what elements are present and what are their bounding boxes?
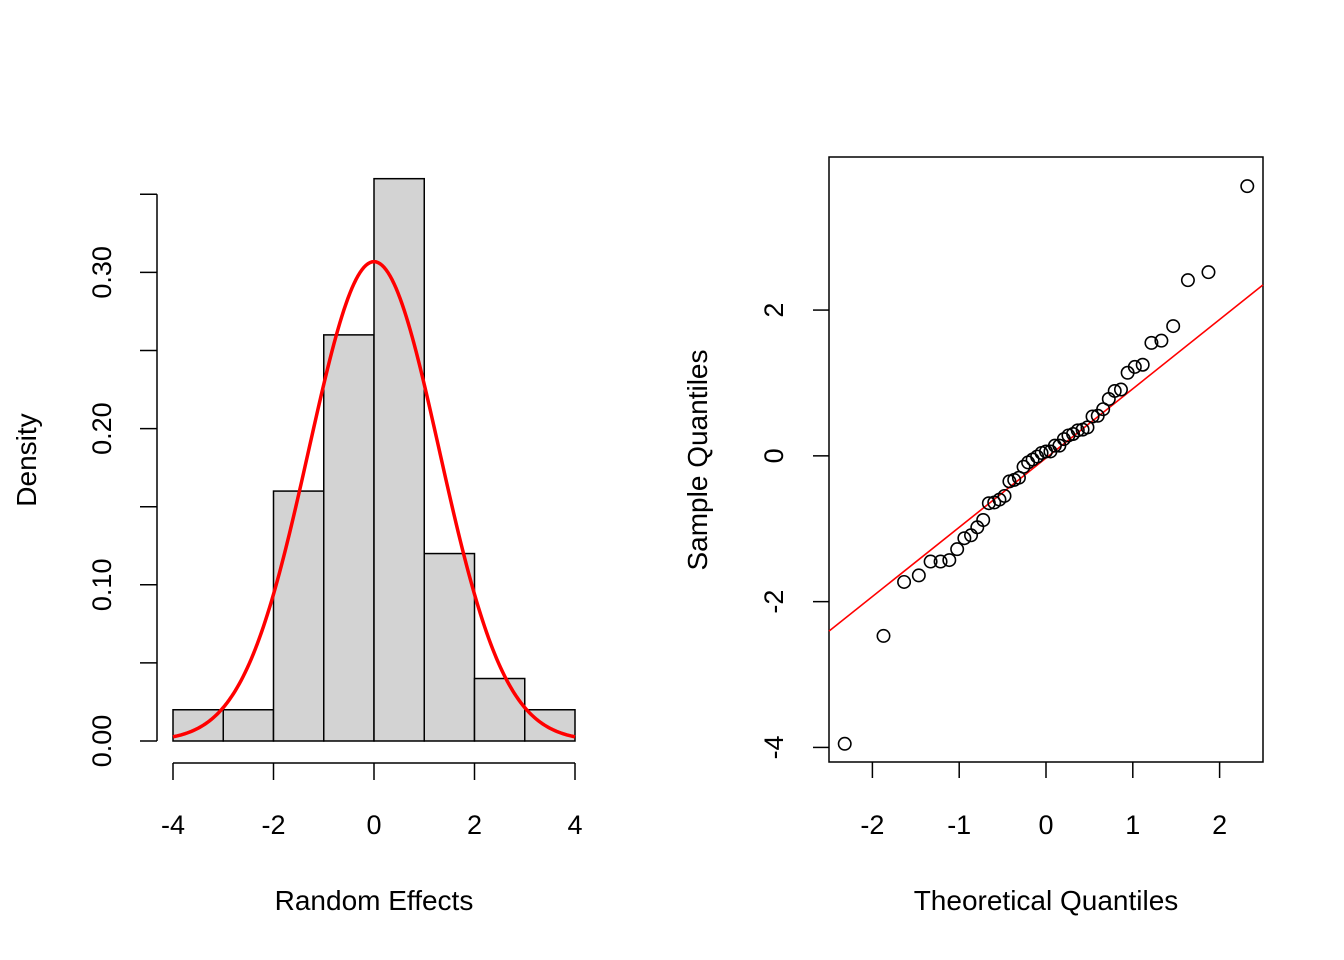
qq-point: [1016, 459, 1031, 474]
qq-y-tick-label: 0: [759, 448, 789, 463]
qq-plot-frame: [828, 156, 1264, 763]
qq-point: [911, 568, 926, 583]
histogram-y-tick-label: 0.20: [87, 402, 117, 455]
qq-point: [1180, 273, 1195, 288]
qq-point: [1166, 319, 1181, 334]
histogram-y-tick-label: 0.00: [87, 715, 117, 768]
histogram-y-tick-label: 0.30: [87, 246, 117, 299]
qq-point: [933, 554, 948, 569]
qq-x-tick-label: 1: [1125, 810, 1140, 840]
histogram-bar: [272, 490, 325, 742]
qq-point: [1113, 382, 1128, 397]
histogram-x-tick-label: -2: [261, 810, 285, 840]
qq-point: [1240, 179, 1255, 194]
histogram-x-axis-title: Random Effects: [275, 885, 474, 916]
qq-point: [923, 554, 938, 569]
qq-point: [997, 488, 1012, 503]
qq-point: [1070, 423, 1085, 438]
qq-y-tick-label: -4: [759, 735, 789, 759]
histogram-bar: [222, 709, 275, 742]
qq-point: [1107, 383, 1122, 398]
qq-x-axis-title: Theoretical Quantiles: [914, 885, 1179, 916]
density-curve: [172, 259, 576, 739]
histogram-panel: -4 -2 0 2 4 0.00 0.10 0.20 0.30 Random Effects D…: [11, 177, 583, 916]
qq-y-axis-title: Sample Quantiles: [682, 349, 713, 570]
histogram-y-tick-label: 0.10: [87, 559, 117, 612]
qq-point: [942, 553, 957, 568]
qq-point: [1025, 452, 1040, 467]
qq-point: [1144, 335, 1159, 350]
qq-axes: -2 -1 0 1 2 -4 -2 0 2: [759, 303, 1227, 840]
histogram-y-axis-title: Density: [11, 413, 42, 506]
qq-point: [1201, 265, 1216, 280]
qq-point: [876, 628, 891, 643]
histogram-bar: [423, 552, 476, 742]
histogram-x-tick-label: 0: [366, 810, 381, 840]
histogram-x-tick-label: 4: [567, 810, 582, 840]
qq-point: [957, 531, 972, 546]
qq-y-tick-label: 2: [759, 303, 789, 318]
histogram-axes: -4 -2 0 2 4 0.00 0.10 0.20 0.30: [87, 193, 583, 840]
histogram-x-tick-label: 2: [467, 810, 482, 840]
qq-point: [1047, 438, 1062, 453]
qq-point: [837, 736, 852, 751]
qq-points: [837, 179, 1255, 751]
qq-x-tick-label: 2: [1212, 810, 1227, 840]
qq-point: [1135, 357, 1150, 372]
qq-y-tick-label: -2: [759, 590, 789, 614]
qq-x-tick-label: -1: [947, 810, 971, 840]
histogram-bar: [373, 177, 425, 742]
qq-point: [1154, 333, 1169, 348]
histogram-x-tick-label: -4: [161, 810, 185, 840]
qq-point: [1085, 409, 1100, 424]
qq-x-tick-label: 0: [1038, 810, 1053, 840]
qq-x-tick-label: -2: [860, 810, 884, 840]
qq-point: [950, 542, 965, 557]
qq-point: [897, 574, 912, 589]
qq-panel: -2 -1 0 1 2 -4 -2 0 2 Theoretical Quantiles Samp…: [682, 156, 1264, 916]
qq-point: [1127, 359, 1142, 374]
histogram-bar: [473, 677, 526, 742]
histogram-bar: [323, 334, 375, 742]
density-curve-layer: [172, 259, 576, 739]
qq-point: [976, 512, 991, 527]
